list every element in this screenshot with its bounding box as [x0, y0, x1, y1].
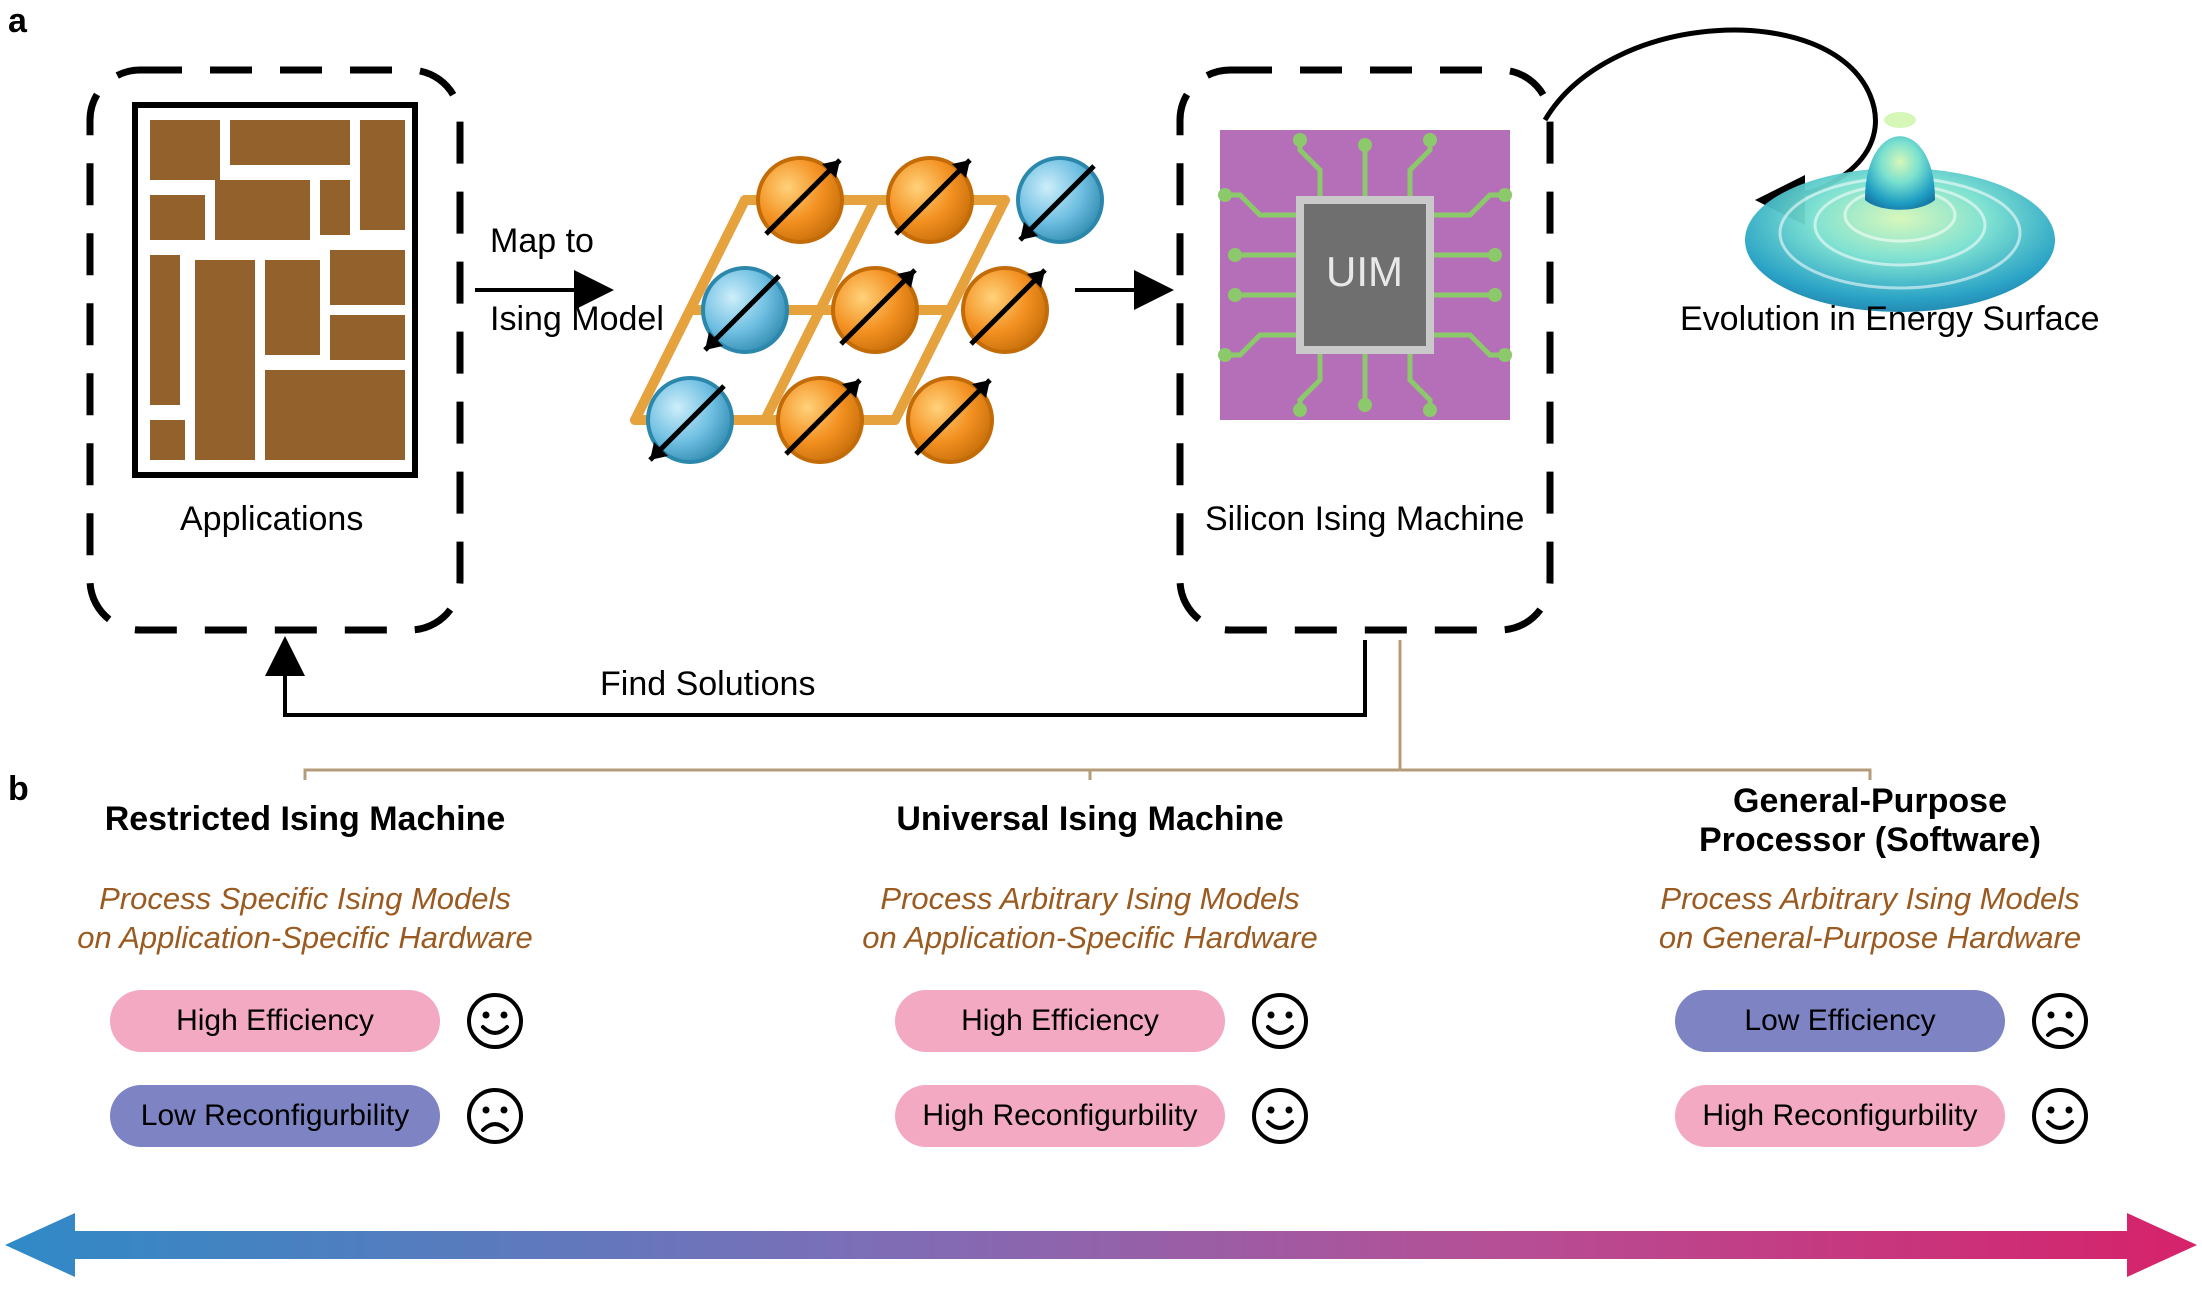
col-gp-face-1 [2030, 1086, 2090, 1146]
figure-canvas: a b [0, 0, 2202, 1289]
energy-surface-label: Evolution in Energy Surface [1680, 300, 2100, 339]
sad-face-icon [465, 1086, 525, 1146]
happy-face-icon [465, 991, 525, 1051]
col-universal-pill-1: High Reconfigurbility [895, 1085, 1225, 1147]
col-gp-pill-0: Low Efficiency [1675, 990, 2005, 1052]
spin-up-icon [908, 378, 992, 462]
col-restricted-title: Restricted Ising Machine [45, 800, 565, 839]
map-to-label-line2: Ising Model [490, 300, 664, 339]
spin-up-icon [758, 158, 842, 242]
spin-down-icon [648, 378, 732, 462]
silicon-label: Silicon Ising Machine [1205, 500, 1524, 539]
sad-face-icon [2030, 991, 2090, 1051]
find-solutions-arrow [285, 640, 1365, 715]
happy-face-icon [1250, 1086, 1310, 1146]
col-restricted-pill-0: High Efficiency [110, 990, 440, 1052]
spin-up-icon [888, 158, 972, 242]
spin-down-icon [703, 268, 787, 352]
col-restricted-subtitle: Process Specific Ising Modelson Applicat… [25, 880, 585, 958]
applications-label: Applications [180, 500, 363, 539]
spin-up-icon [963, 268, 1047, 352]
find-solutions-label: Find Solutions [600, 665, 815, 704]
col-gp-title: General-PurposeProcessor (Software) [1610, 782, 2130, 860]
happy-face-icon [1250, 991, 1310, 1051]
col-universal-face-1 [1250, 1086, 1310, 1146]
self-loop-arrow [1545, 30, 1875, 200]
ising-lattice [635, 158, 1102, 462]
happy-face-icon [2030, 1086, 2090, 1146]
category-connector [305, 640, 1870, 780]
col-restricted-face-1 [465, 1086, 525, 1146]
spin-up-icon [833, 268, 917, 352]
col-universal-pill-0: High Efficiency [895, 990, 1225, 1052]
spin-down-icon [1018, 158, 1102, 242]
chip-text: UIM [1326, 248, 1403, 296]
col-gp-pill-1: High Reconfigurbility [1675, 1085, 2005, 1147]
col-restricted-pill-1: Low Reconfigurbility [110, 1085, 440, 1147]
col-gp-face-0 [2030, 991, 2090, 1051]
col-gp-subtitle: Process Arbitrary Ising Modelson General… [1590, 880, 2150, 958]
col-universal-subtitle: Process Arbitrary Ising Modelson Applica… [810, 880, 1370, 958]
spin-up-icon [778, 378, 862, 462]
gradient-arrow [0, 1205, 2202, 1295]
col-restricted-face-0 [465, 991, 525, 1051]
map-to-label-line1: Map to [490, 222, 594, 261]
col-universal-title: Universal Ising Machine [830, 800, 1350, 839]
energy-surface-icon [1745, 112, 2055, 312]
applications-blocks [150, 120, 405, 460]
panel-a-svg [0, 0, 2202, 780]
col-universal-face-0 [1250, 991, 1310, 1051]
